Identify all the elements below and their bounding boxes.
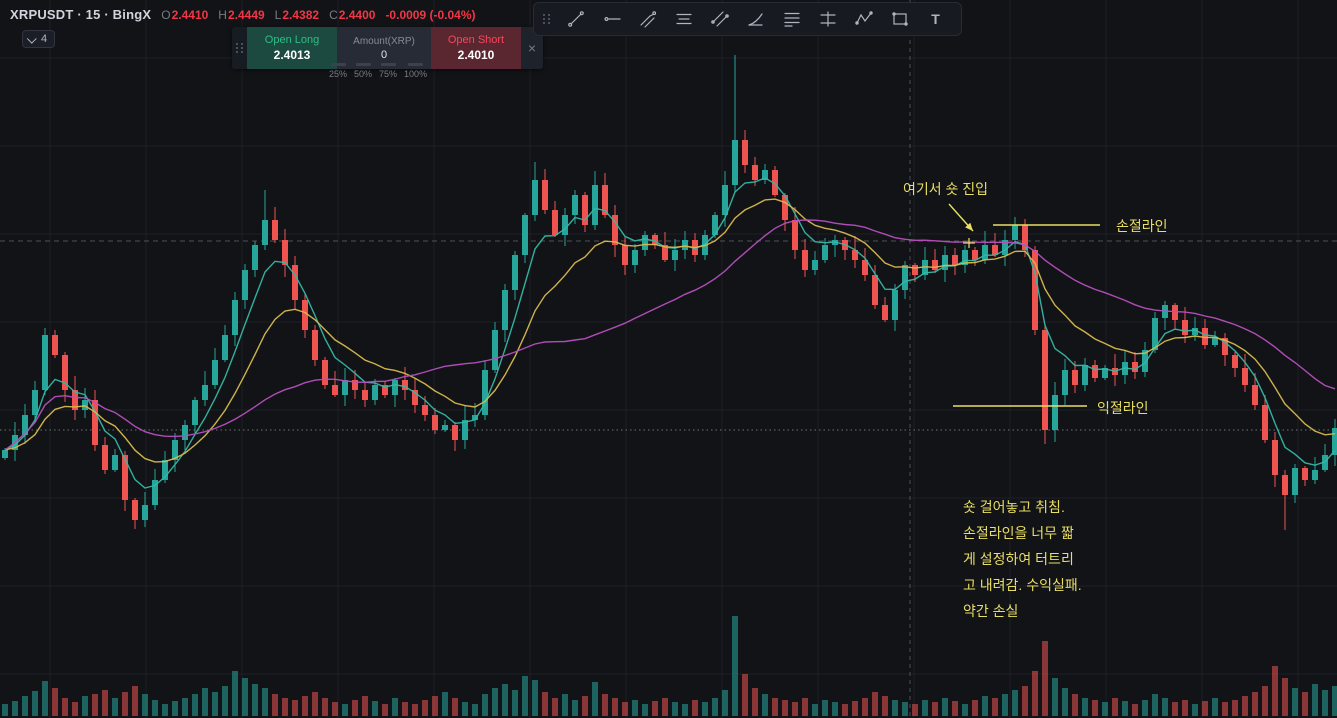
open-long-label: Open Long — [264, 34, 320, 46]
note-line: 손절라인을 너무 짧 — [963, 525, 1074, 541]
close-value: 2.4400 — [338, 8, 376, 22]
horizontal-line-icon[interactable] — [667, 7, 700, 32]
note-line: 게 설정하여 터트리 — [963, 551, 1074, 567]
collapsed-count: 4 — [41, 33, 48, 45]
drag-dots-icon — [235, 43, 244, 53]
low-value: 2.4382 — [282, 8, 320, 22]
close-icon: × — [527, 40, 537, 56]
open-value: 2.4410 — [171, 8, 209, 22]
ohlc-low: L 2.4382 — [275, 8, 319, 22]
amount-label: Amount(XRP) — [353, 35, 415, 47]
open-short-button[interactable]: Open Short 2.4010 — [431, 27, 521, 69]
moving-averages-layer — [4, 177, 1336, 489]
percent-size-widget: 25% 50% 75% 100% — [329, 63, 427, 79]
horizontal-ray-icon[interactable] — [595, 7, 628, 32]
short-entry-note[interactable]: 여기서 숏 진입 — [903, 181, 989, 197]
close-label: C — [329, 8, 338, 22]
open-short-price: 2.4010 — [457, 48, 495, 62]
stoploss-line-label[interactable]: 손절라인 — [1116, 218, 1168, 234]
percent-100-button[interactable]: 100% — [404, 63, 427, 79]
open-label: O — [161, 8, 171, 22]
ohlc-close: C 2.4400 — [329, 8, 375, 22]
note-line: 숏 걸어놓고 취침. — [963, 499, 1065, 515]
percent-50-label: 50% — [354, 69, 373, 79]
percent-50-button[interactable]: 50% — [354, 63, 372, 79]
tick-mark — [408, 63, 424, 66]
curve-icon[interactable] — [739, 7, 772, 32]
trade-panel-close-button[interactable]: × — [521, 27, 543, 69]
ma-mid — [4, 198, 1336, 463]
text-icon[interactable]: T — [931, 11, 940, 27]
parallel-channel-icon[interactable] — [703, 7, 736, 32]
percent-25-label: 25% — [329, 69, 348, 79]
trade-panel-drag-handle[interactable] — [232, 27, 247, 69]
drawing-toolbar: T — [533, 2, 962, 36]
ohlc-high: H 2.4449 — [218, 8, 264, 22]
note-line: 고 내려감. 수익실패. — [963, 577, 1082, 593]
high-value: 2.4449 — [227, 8, 265, 22]
pattern-icon[interactable] — [847, 7, 880, 32]
open-short-label: Open Short — [447, 34, 505, 46]
pitchfork-icon[interactable] — [631, 7, 664, 32]
ma-slow — [4, 219, 1336, 451]
indicators-collapse-badge[interactable]: 4 — [22, 30, 56, 48]
percent-75-button[interactable]: 75% — [379, 63, 397, 79]
note-line: 약간 손실 — [963, 603, 1019, 619]
chevron-down-icon — [26, 33, 37, 44]
trend-line-icon[interactable] — [559, 7, 592, 32]
symbol-title[interactable]: XRPUSDT · 15 · BingX — [10, 7, 152, 22]
ohlc-open: O 2.4410 — [161, 8, 208, 22]
open-long-price: 2.4013 — [273, 48, 311, 62]
high-label: H — [218, 8, 227, 22]
percent-100-label: 100% — [404, 69, 428, 79]
change-value: -0.0009 (-0.04%) — [385, 8, 476, 22]
toolbar-drag-handle[interactable] — [543, 14, 551, 24]
tick-mark — [380, 63, 396, 66]
long-position-icon[interactable] — [811, 7, 844, 32]
symbol-legend: XRPUSDT · 15 · BingX O 2.4410 H 2.4449 L… — [10, 7, 475, 22]
tick-mark — [355, 63, 371, 66]
fib-retracement-icon[interactable] — [775, 7, 808, 32]
trade-journal-note[interactable]: 숏 걸어놓고 취침. 손절라인을 너무 짧 게 설정하여 터트리 고 내려감. … — [963, 494, 1082, 624]
amount-value: 0 — [380, 48, 388, 61]
tick-mark — [330, 63, 346, 66]
rectangle-icon[interactable] — [883, 7, 916, 32]
drawn-annotations-layer — [948, 203, 1100, 407]
amount-field[interactable]: Amount(XRP) 0 — [337, 27, 431, 69]
percent-25-button[interactable]: 25% — [329, 63, 347, 79]
open-long-button[interactable]: Open Long 2.4013 — [247, 27, 337, 69]
percent-75-label: 75% — [379, 69, 398, 79]
low-label: L — [274, 8, 282, 22]
volume-layer — [2, 616, 1337, 716]
takeprofit-line-label[interactable]: 익절라인 — [1097, 400, 1149, 416]
trade-panel: Open Long 2.4013 Amount(XRP) 0 Open Shor… — [232, 27, 543, 69]
